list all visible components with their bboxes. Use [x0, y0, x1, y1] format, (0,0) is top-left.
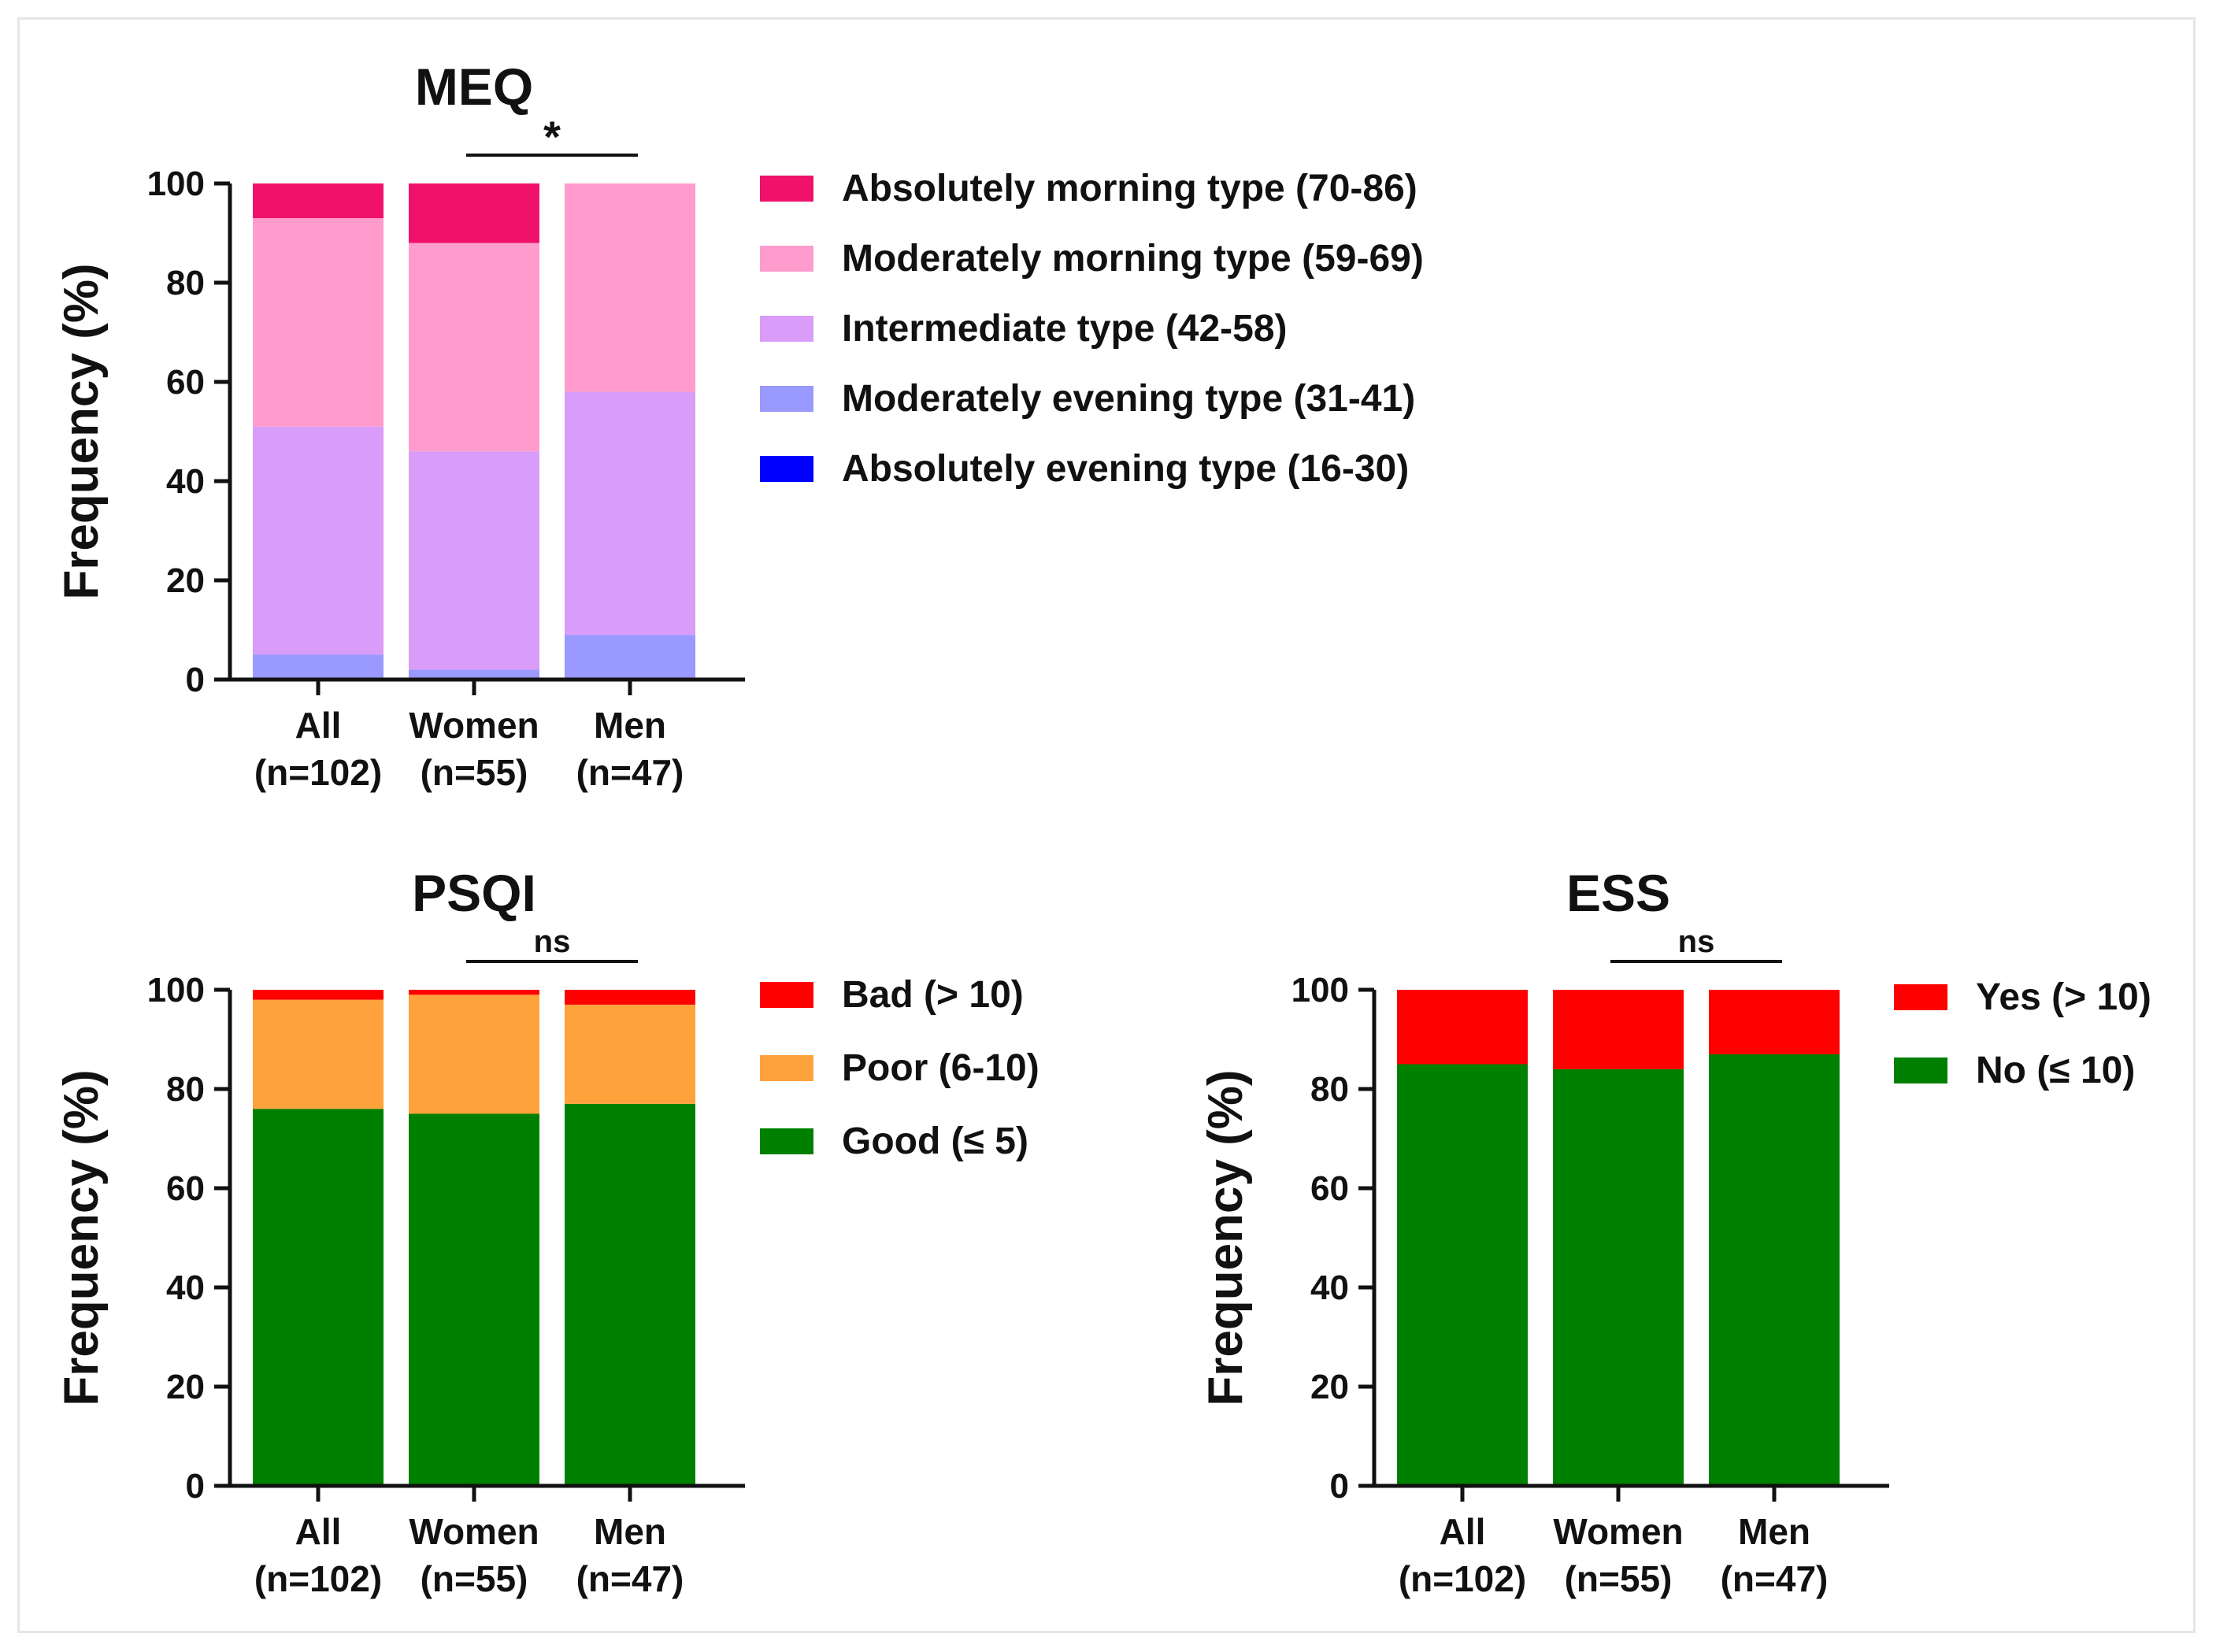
ess-y-axis-label: Frequency (%) — [1199, 1069, 1253, 1406]
ess-legend-swatch — [1894, 1058, 1947, 1083]
psqi-y-tick-label: 20 — [166, 1368, 205, 1406]
meq-bar-0-series-1 — [253, 654, 384, 680]
meq-bar-1-series-4 — [409, 183, 539, 243]
psqi-legend-label: Bad (> 10) — [842, 974, 1024, 1016]
meq-category-n-label: (n=102) — [254, 752, 382, 793]
psqi-y-tick-label: 40 — [166, 1269, 205, 1307]
meq-category-label: Women — [409, 705, 539, 746]
psqi-bar-2-series-1 — [565, 1004, 695, 1104]
psqi-bar-1-series-1 — [409, 995, 539, 1114]
meq-y-tick-label: 60 — [166, 363, 205, 402]
meq-legend-label: Moderately morning type (59-69) — [842, 238, 1424, 280]
meq-bar-0-series-4 — [253, 183, 384, 219]
psqi-category-label: Women — [409, 1511, 539, 1552]
psqi-category-n-label: (n=102) — [254, 1558, 382, 1599]
ess-y-tick-label: 0 — [1330, 1467, 1349, 1506]
ess-legend-swatch — [1894, 984, 1947, 1010]
meq-legend-swatch — [760, 316, 813, 342]
psqi-bar-0-series-0 — [253, 1109, 384, 1486]
meq-category-label: Men — [594, 705, 666, 746]
meq-legend-swatch — [760, 386, 813, 412]
psqi-bar-0-series-2 — [253, 990, 384, 1000]
ess-category-n-label: (n=102) — [1399, 1558, 1526, 1599]
ess-y-tick-label: 60 — [1310, 1169, 1349, 1208]
psqi-bar-2-series-0 — [565, 1103, 695, 1486]
psqi-title: PSQI — [412, 864, 536, 922]
psqi-bar-0-series-1 — [253, 999, 384, 1109]
psqi-y-tick-label: 100 — [147, 971, 205, 1009]
psqi-legend-swatch — [760, 1055, 813, 1081]
ess-y-tick-label: 20 — [1310, 1368, 1349, 1406]
meq-bar-0-series-3 — [253, 218, 384, 427]
ess-y-tick-label: 80 — [1310, 1070, 1349, 1109]
ess-y-tick-label: 40 — [1310, 1269, 1349, 1307]
ess-bar-1-series-1 — [1553, 990, 1684, 1069]
meq-y-tick-label: 0 — [186, 661, 205, 699]
meq-bar-2-series-1 — [565, 635, 695, 680]
meq-category-n-label: (n=55) — [421, 752, 528, 793]
psqi-y-tick-label: 80 — [166, 1070, 205, 1109]
meq-bar-2-series-2 — [565, 391, 695, 635]
meq-category-label: All — [295, 705, 342, 746]
psqi-category-label: All — [295, 1511, 342, 1552]
ess-category-label: Women — [1553, 1511, 1683, 1552]
psqi-significance-label: ns — [534, 924, 571, 959]
meq-category-n-label: (n=47) — [576, 752, 684, 793]
psqi-y-tick-label: 0 — [186, 1467, 205, 1506]
meq-y-tick-label: 80 — [166, 264, 205, 302]
psqi-category-label: Men — [594, 1511, 666, 1552]
meq-bar-1-series-1 — [409, 669, 539, 680]
ess-bar-0-series-0 — [1397, 1064, 1528, 1486]
meq-chart: 0 20 40 60 80 100 All (n=102) Women (n=55) Men (n=4… — [54, 57, 1424, 793]
meq-legend-swatch — [760, 176, 813, 202]
ess-bar-2-series-1 — [1709, 990, 1840, 1054]
ess-legend-label: No (≤ 10) — [1976, 1050, 2135, 1091]
meq-bar-0-series-2 — [253, 426, 384, 655]
ess-y-tick-label: 100 — [1291, 971, 1349, 1009]
ess-chart: 0 20 40 60 80 100 All (n=102) Women (n=55) Men (n=4… — [1199, 864, 2151, 1599]
ess-category-label: All — [1440, 1511, 1486, 1552]
psqi-bar-2-series-2 — [565, 990, 695, 1005]
meq-y-axis-label: Frequency (%) — [54, 263, 109, 599]
meq-legend-label: Absolutely evening type (16-30) — [842, 448, 1409, 490]
ess-legend-label: Yes (> 10) — [1976, 976, 2151, 1018]
ess-category-label: Men — [1738, 1511, 1810, 1552]
psqi-category-n-label: (n=47) — [576, 1558, 684, 1599]
meq-legend-label: Absolutely morning type (70-86) — [842, 168, 1417, 209]
meq-legend-swatch — [760, 246, 813, 272]
ess-category-n-label: (n=55) — [1565, 1558, 1673, 1599]
meq-significance-label: * — [543, 112, 561, 161]
psqi-legend-label: Good (≤ 5) — [842, 1120, 1028, 1162]
ess-significance-label: ns — [1678, 924, 1715, 959]
psqi-y-axis-label: Frequency (%) — [54, 1069, 109, 1406]
psqi-chart: 0 20 40 60 80 100 All (n=102) Women (n=55) Men (n=4… — [54, 864, 1039, 1599]
ess-bar-1-series-0 — [1553, 1069, 1684, 1486]
psqi-legend-swatch — [760, 1128, 813, 1154]
meq-bar-1-series-2 — [409, 451, 539, 670]
meq-bar-1-series-3 — [409, 243, 539, 452]
figure-frame: 0 20 40 60 80 100 All (n=102) Women (n=55) Men (n=4… — [17, 17, 2196, 1633]
ess-bar-2-series-0 — [1709, 1054, 1840, 1486]
psqi-legend-label: Poor (6-10) — [842, 1047, 1039, 1089]
meq-y-tick-label: 40 — [166, 462, 205, 501]
meq-y-tick-label: 20 — [166, 561, 205, 600]
meq-bar-2-series-3 — [565, 183, 695, 392]
meq-legend-label: Moderately evening type (31-41) — [842, 378, 1415, 420]
psqi-legend-swatch — [760, 982, 813, 1008]
meq-legend-swatch — [760, 456, 813, 482]
figure-canvas: 0 20 40 60 80 100 All (n=102) Women (n=55) Men (n=4… — [54, 57, 2151, 1599]
meq-y-tick-label: 100 — [147, 165, 205, 203]
ess-bar-0-series-1 — [1397, 990, 1528, 1065]
psqi-bar-1-series-0 — [409, 1113, 539, 1486]
meq-legend-label: Intermediate type (42-58) — [842, 308, 1288, 350]
psqi-bar-1-series-2 — [409, 990, 539, 995]
ess-title: ESS — [1566, 864, 1670, 922]
psqi-category-n-label: (n=55) — [421, 1558, 528, 1599]
ess-category-n-label: (n=47) — [1721, 1558, 1829, 1599]
psqi-y-tick-label: 60 — [166, 1169, 205, 1208]
meq-title: MEQ — [415, 57, 533, 116]
